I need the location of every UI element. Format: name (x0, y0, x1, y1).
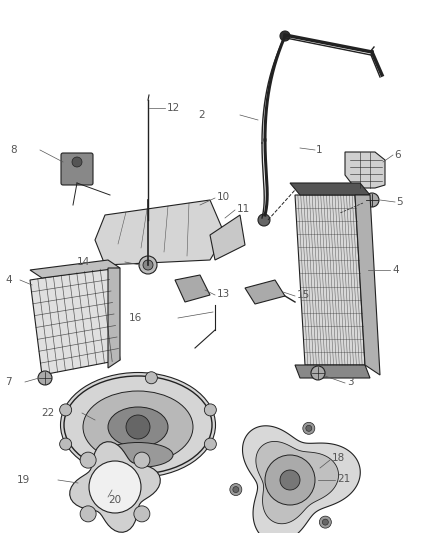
Text: 6: 6 (394, 150, 401, 160)
Ellipse shape (108, 407, 168, 447)
Circle shape (143, 260, 153, 270)
Ellipse shape (103, 442, 173, 467)
Circle shape (60, 438, 72, 450)
Text: 8: 8 (10, 145, 17, 155)
Polygon shape (345, 152, 385, 188)
Text: 1: 1 (316, 145, 323, 155)
Polygon shape (30, 268, 120, 375)
Text: 4: 4 (5, 275, 12, 285)
Circle shape (145, 470, 157, 482)
Circle shape (230, 483, 242, 496)
Text: 20: 20 (108, 495, 121, 505)
Circle shape (205, 438, 216, 450)
Circle shape (139, 256, 157, 274)
Circle shape (319, 516, 332, 528)
Text: 7: 7 (5, 377, 12, 387)
Ellipse shape (60, 373, 215, 478)
Circle shape (205, 404, 216, 416)
Circle shape (38, 371, 52, 385)
Polygon shape (243, 426, 360, 533)
Polygon shape (295, 365, 370, 378)
Circle shape (60, 404, 72, 416)
Circle shape (80, 506, 96, 522)
Text: 21: 21 (337, 474, 350, 484)
Text: 14: 14 (77, 257, 90, 267)
Circle shape (303, 422, 315, 434)
Circle shape (89, 461, 141, 513)
Circle shape (311, 366, 325, 380)
Polygon shape (210, 215, 245, 260)
Circle shape (134, 452, 150, 468)
Polygon shape (295, 195, 365, 365)
Circle shape (265, 455, 315, 505)
Text: 13: 13 (217, 289, 230, 299)
Circle shape (258, 214, 270, 226)
Text: 10: 10 (217, 192, 230, 202)
Text: 19: 19 (17, 475, 30, 485)
Text: 18: 18 (332, 453, 345, 463)
Circle shape (126, 415, 150, 439)
Circle shape (145, 372, 157, 384)
Polygon shape (355, 195, 380, 375)
Polygon shape (175, 275, 210, 302)
Text: 4: 4 (392, 265, 399, 275)
Ellipse shape (83, 391, 193, 463)
Circle shape (134, 506, 150, 522)
Circle shape (72, 157, 82, 167)
FancyBboxPatch shape (61, 153, 93, 185)
Circle shape (322, 519, 328, 525)
Text: 12: 12 (167, 103, 180, 113)
Text: 16: 16 (129, 313, 142, 323)
Text: 15: 15 (297, 290, 310, 300)
Text: 2: 2 (198, 110, 205, 120)
Polygon shape (245, 280, 285, 304)
Polygon shape (108, 268, 120, 368)
Polygon shape (30, 260, 120, 278)
Polygon shape (256, 441, 339, 524)
Circle shape (280, 31, 290, 41)
Circle shape (233, 487, 239, 492)
Text: 5: 5 (396, 197, 403, 207)
Circle shape (280, 470, 300, 490)
Polygon shape (290, 183, 370, 195)
Polygon shape (95, 200, 225, 265)
Text: 3: 3 (347, 377, 353, 387)
Polygon shape (70, 442, 160, 532)
Text: 22: 22 (42, 408, 55, 418)
Circle shape (306, 425, 312, 431)
Circle shape (80, 452, 96, 468)
Circle shape (365, 193, 379, 207)
Text: 11: 11 (237, 204, 250, 214)
